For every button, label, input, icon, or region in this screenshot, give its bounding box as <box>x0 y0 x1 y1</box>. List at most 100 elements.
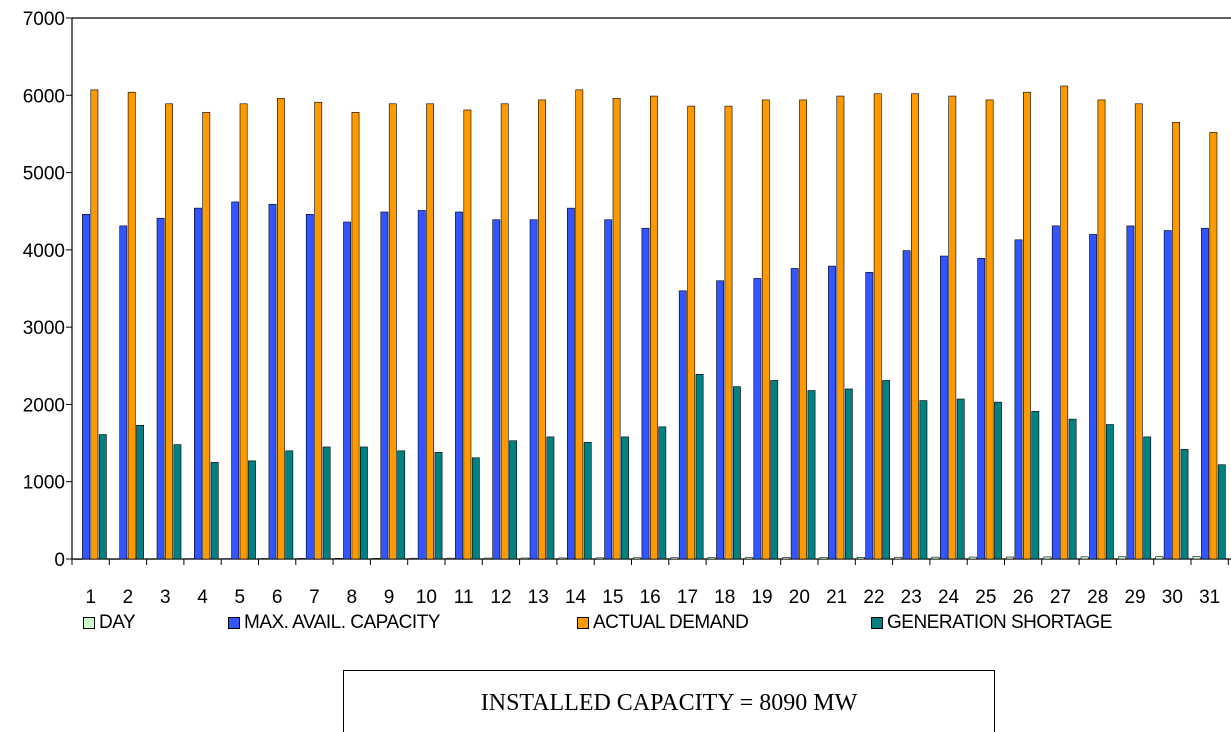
bar-day <box>446 557 455 560</box>
bar-actual-demand <box>202 111 211 560</box>
bar-day <box>745 557 753 560</box>
bar-max-avail-capacity <box>678 290 687 560</box>
bar-generation-shortage <box>583 441 592 560</box>
bar-generation-shortage <box>546 436 555 560</box>
bar-generation-shortage <box>471 457 480 560</box>
bar-actual-demand <box>911 93 919 560</box>
bar-max-avail-capacity <box>1201 227 1209 560</box>
y-tick-label: 5000 <box>23 164 65 185</box>
bar-generation-shortage <box>248 460 256 560</box>
y-tick-label: 2000 <box>23 395 65 416</box>
bar-actual-demand <box>500 103 509 560</box>
bar-actual-demand <box>799 99 807 560</box>
bar-max-avail-capacity <box>641 227 650 560</box>
bar-actual-demand <box>1060 85 1069 560</box>
bar-actual-demand <box>538 99 546 560</box>
bar-actual-demand <box>724 105 733 560</box>
bar-actual-demand <box>463 109 472 560</box>
y-tick-label: 0 <box>54 550 65 571</box>
x-tick-label: 18 <box>714 587 735 608</box>
bar-day <box>894 556 903 560</box>
bar-max-avail-capacity <box>231 201 240 560</box>
bar-day <box>707 557 716 560</box>
legend-label-day: DAY <box>99 612 136 633</box>
bar-day <box>1080 556 1089 560</box>
bar-generation-shortage <box>434 452 443 560</box>
legend-swatch-generation-shortage <box>871 617 883 629</box>
x-tick-label: 21 <box>826 587 847 608</box>
bar-day <box>633 557 641 560</box>
bar-max-avail-capacity <box>939 255 948 560</box>
bar-actual-demand <box>1022 91 1031 560</box>
bar-generation-shortage <box>1106 424 1114 560</box>
x-tick-label: 14 <box>565 587 587 608</box>
installed-capacity-box: INSTALLED CAPACITY = 8090 MW <box>343 670 995 732</box>
bar-actual-demand <box>90 89 99 560</box>
legend-label-generation-shortage: GENERATION SHORTAGE <box>887 612 1112 633</box>
bar-max-avail-capacity <box>343 221 351 560</box>
x-tick-label: 22 <box>863 587 884 608</box>
bar-generation-shortage <box>98 434 107 560</box>
legend-swatch-actual-demand <box>577 617 589 629</box>
installed-capacity-text: INSTALLED CAPACITY = 8090 MW <box>480 690 858 716</box>
bar-max-avail-capacity <box>753 278 762 560</box>
bar-generation-shortage <box>994 401 1002 560</box>
bar-actual-demand <box>575 89 584 560</box>
bar-day <box>1043 556 1052 560</box>
x-tick-label: 11 <box>454 587 474 608</box>
x-tick-label: 26 <box>1013 587 1034 608</box>
x-tick-label: 8 <box>346 587 357 608</box>
bar-max-avail-capacity <box>305 214 314 560</box>
bar-max-avail-capacity <box>977 258 986 560</box>
x-tick-label: 19 <box>751 587 772 608</box>
bar-max-avail-capacity <box>566 207 575 560</box>
x-tick-label: 31 <box>1199 587 1220 608</box>
bar-generation-shortage <box>882 380 890 560</box>
x-tick-label: 17 <box>677 587 698 608</box>
bar-max-avail-capacity <box>604 219 613 560</box>
bar-day <box>409 557 418 560</box>
bar-generation-shortage <box>658 426 667 560</box>
bar-day <box>297 558 306 560</box>
bar-max-avail-capacity <box>1163 230 1172 560</box>
x-tick-label: 7 <box>309 587 320 608</box>
bar-day <box>334 558 343 560</box>
bar-generation-shortage <box>397 450 406 560</box>
bar-day <box>1155 556 1164 560</box>
bar-day <box>670 557 679 560</box>
legend-swatch-day <box>83 617 95 629</box>
bar-max-avail-capacity <box>119 225 128 560</box>
x-tick-label: 30 <box>1162 587 1183 608</box>
bar-day <box>968 556 977 560</box>
bar-max-avail-capacity <box>716 280 724 560</box>
bar-day <box>483 557 492 560</box>
bar-max-avail-capacity <box>1051 225 1060 560</box>
x-tick-label: 25 <box>975 587 996 608</box>
x-tick-label: 3 <box>160 587 171 608</box>
bar-actual-demand <box>239 103 248 560</box>
bar-max-avail-capacity <box>529 219 538 560</box>
bar-generation-shortage <box>1068 418 1077 560</box>
bar-actual-demand <box>985 99 994 560</box>
bar-actual-demand <box>388 103 397 560</box>
bar-actual-demand <box>276 98 285 560</box>
bar-generation-shortage <box>956 398 965 560</box>
bar-day <box>931 556 940 560</box>
bar-generation-shortage <box>695 373 704 560</box>
bars <box>73 85 1226 560</box>
bar-day <box>782 557 791 560</box>
bar-actual-demand <box>1209 132 1218 560</box>
bar-max-avail-capacity <box>156 217 165 560</box>
x-tick-label: 16 <box>640 587 661 608</box>
bar-max-avail-capacity <box>417 210 426 560</box>
x-tick-label: 5 <box>235 587 246 608</box>
y-tick-label: 7000 <box>23 9 65 30</box>
bar-generation-shortage <box>844 388 853 560</box>
bar-max-avail-capacity <box>828 265 836 560</box>
y-tick-label: 4000 <box>23 241 65 262</box>
bar-actual-demand <box>1097 99 1106 560</box>
bar-actual-demand <box>761 99 770 560</box>
x-tick-label: 29 <box>1124 587 1145 608</box>
bar-max-avail-capacity <box>455 211 463 560</box>
